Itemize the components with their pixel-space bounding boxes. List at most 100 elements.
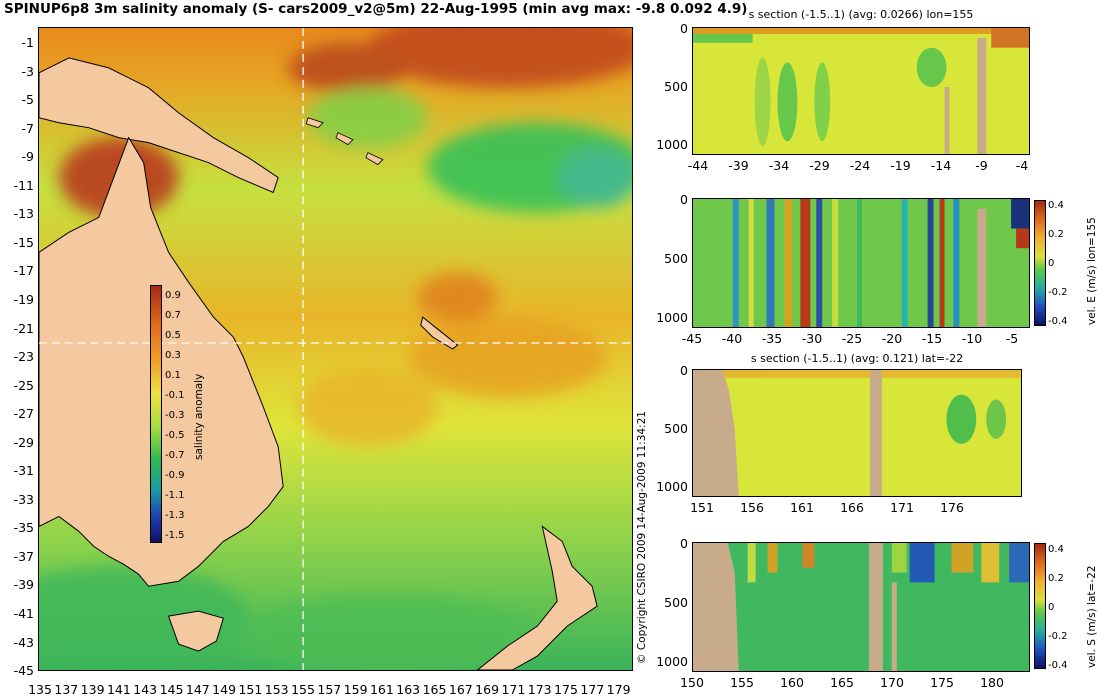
- salinity-colorbar-tick: -1.5: [165, 530, 185, 541]
- section-x-tick: -30: [801, 331, 823, 346]
- section-x-tick: 171: [890, 500, 914, 515]
- map-lat-tick: -1: [21, 35, 34, 50]
- section-title-lat: s section (-1.5..1) (avg: 0.121) lat=-22: [750, 352, 964, 365]
- section-x-tick: 170: [880, 675, 904, 690]
- section-x-tick: 180: [980, 675, 1004, 690]
- land-tasmania: [167, 610, 225, 652]
- section-depth-tick: 0: [680, 536, 688, 551]
- map-lon-tick: 135: [28, 682, 52, 697]
- salinity-colorbar-tick: -0.9: [165, 470, 185, 481]
- map-lat-tick: -19: [13, 291, 34, 307]
- section-depth-tick: 0: [680, 21, 688, 36]
- map-lon-tick: 161: [369, 682, 394, 697]
- land-new-zealand: [476, 525, 598, 670]
- section-x-tick: -9: [975, 158, 988, 173]
- section-x-tick: -40: [721, 331, 743, 346]
- section-depth-tick: 1000: [656, 310, 688, 325]
- section-x-tick: -29: [809, 158, 830, 173]
- map-lon-tick: 149: [212, 682, 237, 697]
- velocity-colorbar-tick: -0.2: [1048, 287, 1068, 298]
- velocity-colorbar-tick: 0.2: [1048, 573, 1064, 584]
- copyright-label: © Copyright CSIRO 2009 14-Aug-2009 11:34…: [636, 411, 648, 664]
- section-x-tick: -5: [1005, 331, 1019, 346]
- velocity-colorbar-tick: 0: [1048, 602, 1055, 613]
- salinity-colorbar-tick: 0.7: [165, 310, 181, 321]
- section-x-tick: -45: [681, 331, 703, 346]
- map-lat-tick: -11: [13, 177, 34, 193]
- map-lat-tick: -31: [13, 463, 34, 479]
- map-lat-tick: -5: [21, 92, 34, 108]
- map-lon-tick: 141: [106, 682, 131, 697]
- map-lat-tick: -7: [21, 120, 34, 136]
- section-depth-tick: 1000: [656, 479, 688, 494]
- map-lon-tick: 177: [580, 682, 605, 697]
- salinity-colorbar-tick: -1.3: [165, 510, 185, 521]
- salinity-colorbar-tick: 0.1: [165, 370, 181, 381]
- section-x-tick: 156: [740, 500, 764, 515]
- salinity-colorbar-label: salinity anomaly: [193, 373, 205, 460]
- map-lat-tick: -15: [13, 234, 34, 250]
- velocity-colorbar-tick: -0.2: [1048, 631, 1068, 642]
- section-x-tick: 161: [790, 500, 814, 515]
- section-depth-tick: 0: [680, 192, 688, 207]
- velocity-colorbar-tick: 0: [1048, 258, 1055, 269]
- page-title: SPINUP6p8 3m salinity anomaly (S- cars20…: [4, 1, 748, 17]
- salinity-colorbar-tick: -0.7: [165, 450, 185, 461]
- section-x-tick: 150: [680, 675, 704, 690]
- land-new-guinea: [39, 57, 279, 194]
- map-lon-tick: 151: [238, 682, 263, 697]
- section-title-lon: s section (-1.5..1) (avg: 0.0266) lon=15…: [748, 8, 974, 21]
- map-lat-tick: -29: [13, 434, 34, 450]
- section-x-tick: -15: [921, 331, 943, 346]
- section-x-tick: 176: [940, 500, 964, 515]
- section-depth-tick: 1000: [656, 654, 688, 669]
- section-x-tick: -10: [961, 331, 983, 346]
- section-x-tick: -34: [768, 158, 790, 173]
- section-x-tick: 160: [780, 675, 804, 690]
- map-lon-tick: 147: [185, 682, 210, 697]
- salinity-colorbar-tick: -0.1: [165, 390, 185, 401]
- map-lat-tick: -3: [21, 63, 34, 79]
- map-lon-tick: 167: [448, 682, 473, 697]
- map-lat-tick: -25: [13, 377, 34, 393]
- section-x-tick: -4: [1015, 158, 1029, 173]
- map-lon-tick: 157: [317, 682, 342, 697]
- map-lat-tick: -35: [13, 520, 34, 536]
- section-x-tick: 151: [690, 500, 714, 515]
- map-lat-tick: -17: [13, 263, 34, 279]
- section-depth-tick: 0: [680, 363, 688, 378]
- velocity-colorbar-tick: 0.4: [1048, 200, 1064, 211]
- section-x-tick: 166: [840, 500, 864, 515]
- map-lon-tick: 139: [80, 682, 105, 697]
- salinity-map-canvas: [39, 28, 632, 670]
- section-x-tick: -39: [728, 158, 749, 173]
- salinity-colorbar-tick: -0.5: [165, 430, 185, 441]
- map-lon-tick: 153: [264, 682, 289, 697]
- section-depth-tick: 500: [664, 421, 688, 436]
- map-lat-tick: -13: [13, 206, 34, 222]
- map-lat-tick: -45: [13, 663, 34, 679]
- section-panel-salinity-lat: [692, 369, 1022, 497]
- map-lon-tick: 169: [475, 682, 500, 697]
- salinity-colorbar-tick: 0.5: [165, 330, 181, 341]
- velocity-colorbar-tick: -0.4: [1048, 316, 1068, 327]
- salinity-colorbar: [150, 285, 162, 543]
- velocity-e-colorbar-label: vel. E (m/s) lon=155: [1086, 217, 1098, 325]
- velocity-colorbar-tick: 0.4: [1048, 544, 1064, 555]
- section-depth-tick: 500: [664, 79, 688, 94]
- section-x-tick: -25: [841, 331, 863, 346]
- section-x-tick: 165: [830, 675, 854, 690]
- section-x-tick: 175: [930, 675, 954, 690]
- section-x-tick: -24: [849, 158, 871, 173]
- map-lon-tick: 159: [343, 682, 368, 697]
- section-x-tick: -44: [687, 158, 709, 173]
- salinity-colorbar-tick: 0.3: [165, 350, 181, 361]
- map-lon-tick: 171: [501, 682, 526, 697]
- section-x-tick: -20: [881, 331, 903, 346]
- section-x-tick: -19: [890, 158, 911, 173]
- salinity-map: [38, 27, 633, 671]
- salinity-colorbar-tick: -0.3: [165, 410, 185, 421]
- map-lon-tick: 155: [291, 682, 315, 697]
- map-lon-tick: 165: [422, 682, 447, 697]
- map-lon-tick: 179: [606, 682, 631, 697]
